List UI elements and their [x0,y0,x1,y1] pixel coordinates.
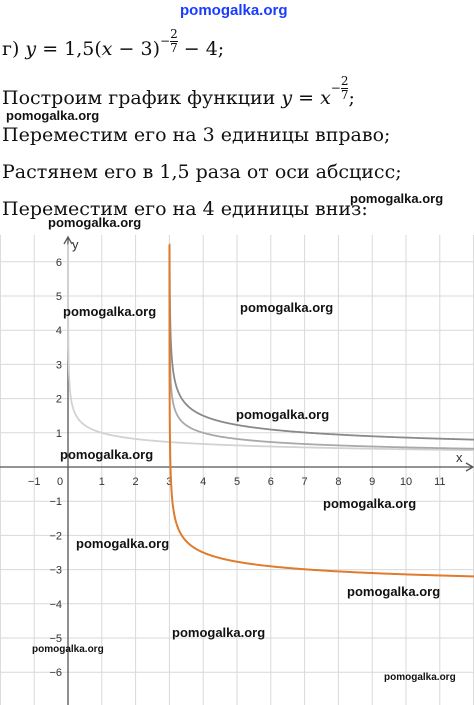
step-4: Переместим его на 4 единицы вниз: [2,198,368,220]
x-tick-label: 6 [268,476,274,488]
x-tick-label: 7 [302,476,308,488]
watermark: pomogalka.org [6,108,100,123]
watermark: pomogalka.org [350,191,444,206]
x-tick-label: 1 [99,476,105,488]
x-tick-label: 8 [335,476,341,488]
curves [67,243,474,578]
x-tick-label: 0 [57,476,63,488]
watermark: pomogalka.org [347,584,441,599]
x-axis-label: x [456,450,463,465]
watermark: pomogalka.org [76,536,170,551]
step-1: Построим график функции y = x− 2 7; [2,75,355,114]
x-tick-label: −1 [28,476,41,488]
formula-y: y [25,38,37,60]
curve-2 [168,243,474,450]
y-axis-arrow [63,235,73,245]
formula-exponent: −2 7 [160,27,178,55]
step-1-end: ; [348,87,355,109]
step-1-text: Построим график функции [2,87,282,109]
y-tick-label: 6 [56,257,62,269]
x-tick-label: 9 [369,476,375,488]
x-tick-label: 11 [434,476,445,488]
function-graph: −1 0 1 2 3 4 5 6 7 8 9 10 11 6 5 4 3 2 1 −1 −2 −3 −4 −5 −6 x y [0,235,474,705]
y-tick-label: −2 [49,530,62,542]
x-axis-arrow [465,462,474,472]
watermark: pomogalka.org [240,300,334,315]
y-tick-label: 4 [56,325,62,337]
step-1-x: x [320,87,331,109]
y-tick-label: −3 [49,565,62,577]
step-1-y: y [281,87,293,109]
curve-3 [168,243,474,441]
y-tick-label: −1 [49,496,62,508]
step-1-eq: = [292,87,321,109]
watermark: pomogalka.org [323,496,417,511]
watermark: pomogalka.org [236,407,330,422]
tick-labels: −1 0 1 2 3 4 5 6 7 8 9 10 11 6 5 4 3 2 1 −1 −2 −3 −4 −5 −6 [28,257,446,679]
step-2: Переместим его на 3 единицы вправо; [2,124,391,146]
x-tick-label: 4 [200,476,206,488]
x-tick-label: 5 [234,476,240,488]
watermark: pomogalka.org [32,644,104,655]
formula-shift: − 3) [112,38,161,60]
x-tick-label: 10 [400,476,412,488]
step-3: Растянем его в 1,5 раза от оси абсцисс; [2,161,402,183]
formula-x: x [101,38,113,60]
watermark: pomogalka.org [384,672,456,683]
y-tick-label: −4 [49,599,62,611]
y-tick-label: 2 [56,394,62,406]
y-tick-label: 3 [56,359,62,371]
y-tick-label: 1 [56,428,62,440]
watermark-top: pomogalka.org [180,2,288,19]
watermark: pomogalka.org [63,304,157,319]
formula-tail: − 4; [177,38,225,60]
watermark: pomogalka.org [60,447,154,462]
y-axis-label: y [72,237,79,252]
formula-body: = 1,5( [36,38,102,60]
x-tick-label: 3 [166,476,172,488]
formula-prefix: г) [2,38,26,60]
y-tick-label: −6 [49,667,62,679]
curve-1 [67,243,474,452]
y-tick-label: 5 [56,291,62,303]
curve-4 [168,243,474,578]
watermark: pomogalka.org [172,625,266,640]
step-1-exponent: −2 7 [330,74,349,102]
y-tick-label: −5 [49,633,62,645]
x-tick-label: 2 [133,476,139,488]
watermark: pomogalka.org [48,215,142,230]
formula-line: г) y = 1,5(x − 3)− 2 7 − 4; [2,28,225,65]
